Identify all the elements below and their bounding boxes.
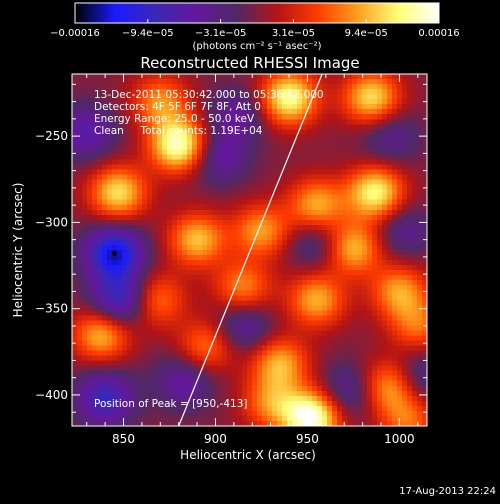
annotation-energy: Energy Range: 25.0 - 50.0 keV [94,113,255,125]
colorbar-ticks [74,19,440,23]
chart-title: Reconstructed RHESSI Image [140,54,359,72]
footer-date: 17-Aug-2013 22:24 [399,486,496,497]
annotation-time: 13-Dec-2011 05:30:42.000 to 05:36:42.000 [94,89,324,101]
x-tick-label: 900 [204,432,227,446]
colorbar-tick-label: −0.00016 [50,28,100,39]
colorbar-units: (photons cm⁻² s⁻¹ asec⁻²) [192,41,321,52]
colorbar [74,2,440,24]
minimum-marker [112,251,117,256]
y-tick-label: −300 [35,215,68,229]
y-tick-label: −250 [35,129,68,143]
colorbar-tick-label: −9.4e−05 [122,28,174,39]
colorbar-tick-label: 9.4e−05 [345,28,388,39]
y-tick-label: −350 [35,302,68,316]
x-axis-ticks: 850 900 950 1000 [86,74,419,446]
colorbar-tick-label: 0.00016 [418,28,459,39]
solar-limb-line [178,74,323,426]
plot-frame [71,73,428,427]
y-axis-ticks: −250 −300 −350 −400 [35,83,427,413]
annotation-peak-position: Position of Peak = [950,-413] [94,398,248,410]
x-tick-label: 1000 [384,432,415,446]
peak-marker [112,251,117,256]
annotation-detectors: Detectors: 4F 5F 6F 7F 8F, Att 0 [94,101,261,113]
heatmap-image [72,74,427,426]
colorbar-tick-label: 3.1e−05 [272,28,315,39]
y-axis-label: Heliocentric Y (arcsec) [11,183,25,318]
y-tick-label: −400 [35,388,68,402]
x-axis-label: Heliocentric X (arcsec) [180,448,316,462]
colorbar-tick-labels: −0.00016 −9.4e−05 −3.1e−05 3.1e−05 9.4e−05 0.… [50,28,460,39]
annotation-clean-counts: Clean Total counts: 1.19E+04 [94,125,263,137]
x-tick-label: 850 [112,432,135,446]
colorbar-tick-label: −3.1e−05 [195,28,247,39]
heatmap-area [72,74,427,426]
x-tick-label: 950 [296,432,319,446]
